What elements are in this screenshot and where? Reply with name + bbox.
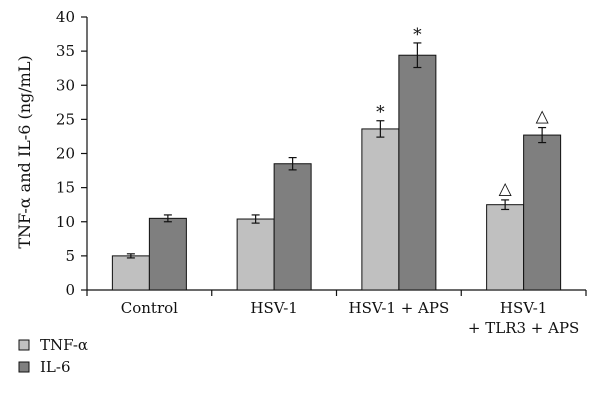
y-tick-label: 10 bbox=[56, 213, 75, 231]
y-tick-label: 5 bbox=[65, 247, 75, 265]
y-tick-label: 40 bbox=[56, 8, 75, 26]
legend-label: TNF-α bbox=[40, 336, 88, 354]
legend-swatch bbox=[18, 339, 30, 351]
bar bbox=[361, 128, 400, 291]
y-tick-label: 0 bbox=[65, 281, 75, 299]
bar bbox=[111, 255, 150, 291]
y-tick-label: 25 bbox=[56, 110, 75, 128]
bar bbox=[398, 54, 437, 291]
bar bbox=[273, 163, 312, 291]
bar bbox=[523, 134, 562, 291]
bar bbox=[236, 218, 275, 291]
category-label: HSV-1 bbox=[250, 299, 297, 317]
bar bbox=[486, 204, 525, 291]
x-axis-labels: Control HSV-1 HSV-1 + APS HSV-1 + TLR3 + APS bbox=[121, 299, 580, 337]
bar bbox=[148, 217, 187, 291]
y-tick-label: 15 bbox=[56, 179, 75, 197]
category-label: HSV-1 bbox=[500, 299, 547, 317]
category-label: HSV-1 + APS bbox=[349, 299, 450, 317]
significance-marker: * bbox=[376, 103, 385, 123]
significance-marker: △ bbox=[499, 179, 513, 199]
y-tick-label: 30 bbox=[56, 76, 75, 94]
y-tick-label: 20 bbox=[56, 145, 75, 163]
category-label: Control bbox=[121, 299, 178, 317]
bars: * △ * △ bbox=[111, 25, 562, 291]
category-label: + TLR3 + APS bbox=[468, 319, 579, 337]
y-axis-title: TNF-α and IL-6 (ng/mL) bbox=[15, 55, 34, 248]
legend-swatch bbox=[18, 361, 30, 373]
y-tick-label: 35 bbox=[56, 42, 75, 60]
significance-marker: △ bbox=[536, 107, 550, 127]
legend: TNF-α IL-6 bbox=[18, 336, 88, 376]
significance-marker: * bbox=[413, 25, 422, 45]
legend-label: IL-6 bbox=[40, 358, 71, 376]
